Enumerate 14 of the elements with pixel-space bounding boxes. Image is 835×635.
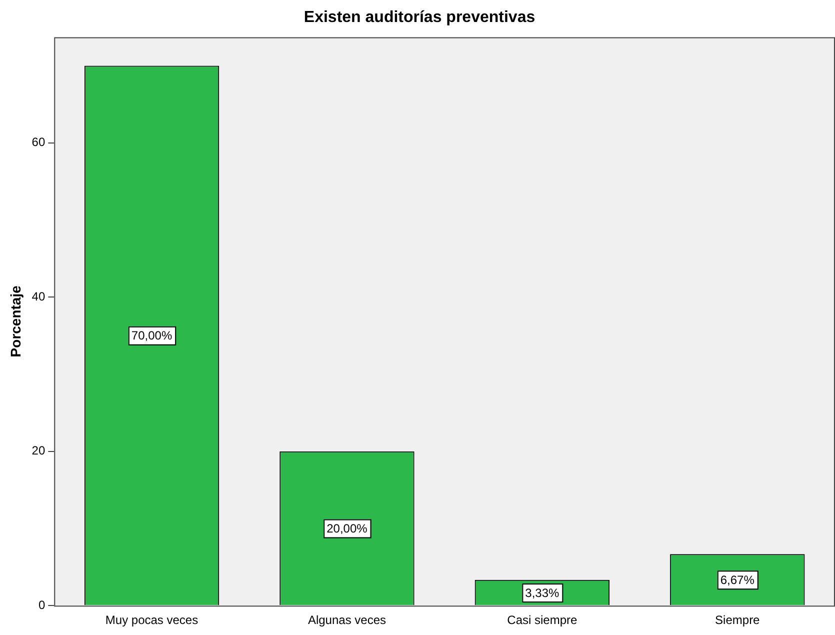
data-label: 3,33% [525, 586, 560, 600]
y-tick-label: 60 [32, 135, 46, 150]
x-tick-label: Muy pocas veces [105, 613, 198, 628]
x-tick-label: Siempre [715, 613, 760, 628]
y-tick-label: 20 [32, 444, 46, 458]
x-tick-label: Algunas veces [308, 613, 386, 628]
y-tick-label: 40 [32, 289, 46, 304]
x-tick-label: Casi siempre [507, 613, 578, 628]
data-label: 6,67% [720, 572, 755, 587]
y-tick-label: 0 [38, 598, 46, 612]
y-axis-title: Porcentaje [7, 285, 24, 358]
chart-title: Existen auditorías preventivas [304, 9, 536, 26]
data-label: 70,00% [131, 328, 172, 343]
data-label: 20,00% [326, 522, 368, 536]
